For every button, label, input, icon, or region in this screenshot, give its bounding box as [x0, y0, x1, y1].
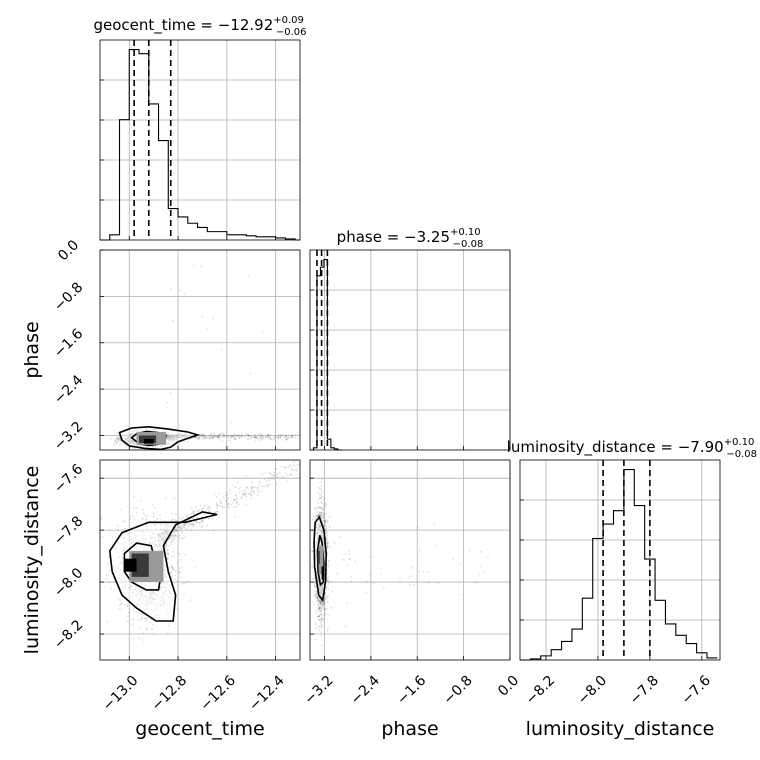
- x-tick-label: −12.6: [197, 672, 239, 714]
- panel-grid: [310, 460, 511, 660]
- x-axis-label: geocent_time: [135, 718, 264, 740]
- panel-grid: [324, 250, 511, 450]
- title-phase: phase = −3.25+0.10 −0.08: [337, 227, 484, 250]
- title-lower-error: −0.08: [726, 449, 757, 460]
- histogram-phase: [310, 258, 342, 451]
- panel-frame: [99, 459, 301, 661]
- x-tick-label: −13.0: [100, 673, 142, 715]
- title-luminosity_distance: luminosity_distance = −7.90+0.10 −0.08: [507, 437, 757, 460]
- title-upper-error: +0.10: [450, 227, 481, 238]
- histogram-luminosity_distance: [520, 468, 718, 661]
- title-upper-error: +0.10: [724, 437, 755, 448]
- x-tick-label: −3.2: [301, 673, 336, 708]
- y-tick-label: −3.2: [51, 419, 86, 454]
- title-main: luminosity_distance = −7.90: [507, 438, 724, 457]
- x-tick-label: −8.2: [523, 673, 558, 708]
- x-tick-label: −1.6: [394, 672, 429, 707]
- title-lower-error: −0.08: [453, 239, 484, 250]
- y-tick-label: −8.0: [51, 565, 86, 600]
- panel-frame: [519, 459, 721, 661]
- x-tick-label: −0.8: [440, 673, 475, 708]
- histogram-geocent_time: [100, 48, 300, 241]
- x-tick-label: −7.8: [627, 673, 662, 708]
- x-tick-label: −12.8: [149, 673, 191, 715]
- x-axis-label: luminosity_distance: [526, 718, 715, 740]
- panel-frame: [309, 249, 511, 451]
- title-lower-error: −0.06: [276, 27, 307, 38]
- contours-luminosity_distance_vs_phase: [313, 515, 328, 603]
- x-axis-label: phase: [381, 718, 438, 740]
- panel-title: luminosity_distance = −7.90+0.10 −0.08: [507, 437, 757, 460]
- y-tick-label: −0.8: [51, 279, 86, 314]
- density-cell: [124, 558, 137, 572]
- panel-frame: [99, 39, 301, 241]
- density-cell: [143, 438, 154, 444]
- y-tick-label: −7.6: [51, 461, 86, 496]
- x-tick-label: 0.0: [495, 673, 522, 700]
- scatter-luminosity_distance_vs_phase: [310, 478, 489, 647]
- title-main: phase = −3.25: [337, 228, 450, 246]
- x-tick-label: −12.4: [246, 672, 288, 714]
- panel-title: geocent_time = −12.92+0.09 −0.06: [93, 15, 306, 38]
- y-tick-label: 0.0: [55, 237, 82, 264]
- title-geocent_time: geocent_time = −12.92+0.09 −0.06: [93, 15, 306, 38]
- panel-frame: [99, 249, 301, 451]
- title-upper-error: +0.09: [273, 15, 304, 26]
- panel-frame: [309, 459, 511, 661]
- density-cell: [318, 545, 324, 575]
- density-cell: [321, 566, 325, 580]
- y-tick-label: −2.4: [51, 372, 86, 407]
- x-tick-label: −8.0: [575, 673, 610, 708]
- y-axis-label: luminosity_distance: [21, 466, 43, 655]
- contours-luminosity_distance_vs_geocent_time: [108, 511, 218, 622]
- x-tick-label: −7.6: [679, 672, 714, 707]
- panel-title: phase = −3.25+0.10 −0.08: [337, 227, 484, 250]
- y-axis-label: phase: [21, 321, 43, 378]
- title-main: geocent_time = −12.92: [93, 16, 273, 35]
- scatter-phase_vs_geocent_time: [110, 265, 299, 450]
- density-cell: [317, 550, 320, 564]
- panel-grid: [100, 249, 300, 450]
- contours-phase_vs_geocent_time: [118, 425, 201, 451]
- y-tick-label: −1.6: [51, 326, 86, 361]
- x-tick-label: −2.4: [348, 672, 383, 707]
- y-tick-label: −7.8: [51, 513, 86, 548]
- panel-grid: [128, 40, 277, 240]
- contour-outer: [108, 511, 218, 622]
- y-tick-label: −8.2: [51, 617, 86, 652]
